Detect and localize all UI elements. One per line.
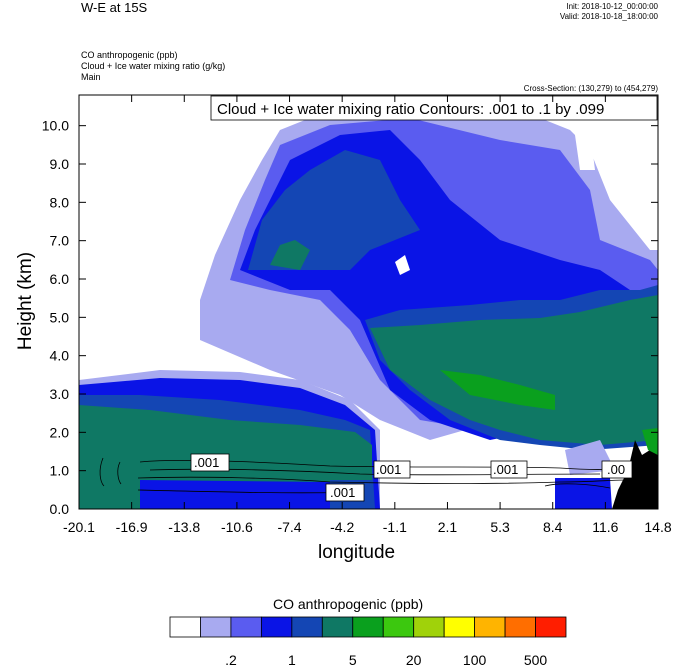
y-axis-label: Height (km) <box>15 251 36 351</box>
colorbar-title: CO anthropogenic (ppb) <box>273 596 424 612</box>
colorbar-swatch <box>291 616 323 638</box>
contour-label-3: .001 <box>493 462 518 477</box>
contour-info-box <box>210 95 658 121</box>
x-axis: -20.1 -16.9 -13.8 -10.6 -7.4 -4.2 -1.1 2.1 5.3 8.… <box>63 95 672 535</box>
region-green-terrain <box>642 428 658 455</box>
co-filled-contours <box>79 95 658 509</box>
region-teal-right <box>370 295 658 445</box>
region-blue-surface-right <box>555 478 612 509</box>
colorbar-label: 5 <box>349 652 357 667</box>
x-tick-label: 8.4 <box>543 519 563 535</box>
contour-label-5: .00 <box>607 462 625 477</box>
field-co-label: CO anthropogenic (ppb) <box>81 50 178 60</box>
x-tick-label: -16.9 <box>116 519 148 535</box>
colorbar-swatch <box>260 616 293 638</box>
x-tick-label: 5.3 <box>490 519 510 535</box>
x-tick-label: -1.1 <box>383 519 407 535</box>
colorbar: .2 1 5 20 100 500 <box>169 616 567 667</box>
y-tick-label: 9.0 <box>50 156 70 172</box>
x-tick-label: -20.1 <box>63 519 95 535</box>
init-time: Init: 2018-10-12_00:00:00 <box>566 2 658 11</box>
region-navy-upper <box>248 150 420 270</box>
region-green-right <box>440 370 555 410</box>
colorbar-swatch <box>504 616 536 638</box>
valid-time: Valid: 2018-10-18_18:00:00 <box>559 12 658 21</box>
region-blue-surface <box>140 480 365 509</box>
y-tick-label: 2.0 <box>50 424 70 440</box>
colorbar-swatch <box>230 616 262 638</box>
y-tick-label: 8.0 <box>50 194 70 210</box>
x-tick-label: -13.8 <box>168 519 200 535</box>
y-tick-label: 1.0 <box>50 463 70 479</box>
colorbar-label: 500 <box>524 652 548 667</box>
colorbar-label: 20 <box>406 652 422 667</box>
colorbar-swatch <box>474 616 506 638</box>
y-tick-label: 7.0 <box>50 233 70 249</box>
x-axis-label: longitude <box>318 542 396 563</box>
cross-section-label: Cross-Section: (130,279) to (454,279) <box>523 84 658 93</box>
x-tick-label: 2.1 <box>438 519 458 535</box>
y-axis: 0.0 1.0 2.0 3.0 4.0 5.0 6.0 7.0 8.0 9.0 10.0 <box>42 118 658 517</box>
contour-labels: .001 .001 .001 .001 .00 <box>190 453 633 502</box>
colorbar-swatch <box>443 616 476 638</box>
y-tick-label: 4.0 <box>50 348 70 364</box>
colorbar-swatch <box>200 616 232 638</box>
y-tick-label: 10.0 <box>42 118 69 134</box>
plot-frame <box>78 94 659 510</box>
region-teal-upper <box>270 240 310 270</box>
terrain <box>612 440 658 509</box>
field-main-label: Main <box>81 72 101 82</box>
colorbar-swatch <box>352 616 384 638</box>
contour-label-4: .001 <box>330 485 355 500</box>
colorbar-swatch <box>321 616 354 638</box>
region-clear-right <box>575 130 595 170</box>
y-tick-label: 0.0 <box>50 501 70 517</box>
x-tick-label: 11.6 <box>592 519 618 535</box>
y-tick-label: 5.0 <box>50 309 70 325</box>
colorbar-swatch <box>535 616 567 638</box>
contour-info-text: Cloud + Ice water mixing ratio Contours:… <box>217 101 604 118</box>
field-cloud-label: Cloud + Ice water mixing ratio (g/kg) <box>81 61 226 71</box>
plot-title: W-E at 15S <box>81 0 148 15</box>
contour-label-2: .001 <box>376 462 401 477</box>
colorbar-swatch <box>169 616 201 638</box>
colorbar-swatch <box>382 616 415 638</box>
colorbar-swatch <box>413 616 445 638</box>
colorbar-label: .2 <box>225 652 237 667</box>
colorbar-label: 100 <box>463 652 487 667</box>
contour-label-1: .001 <box>194 455 219 470</box>
x-tick-label: -7.4 <box>277 519 301 535</box>
y-tick-label: 6.0 <box>50 271 70 287</box>
colorbar-label: 1 <box>288 652 296 667</box>
x-tick-label: -4.2 <box>330 519 354 535</box>
region-clear-upper <box>395 255 410 275</box>
x-tick-label: -10.6 <box>221 519 253 535</box>
x-tick-label: 14.8 <box>644 519 671 535</box>
y-tick-label: 3.0 <box>50 386 70 402</box>
